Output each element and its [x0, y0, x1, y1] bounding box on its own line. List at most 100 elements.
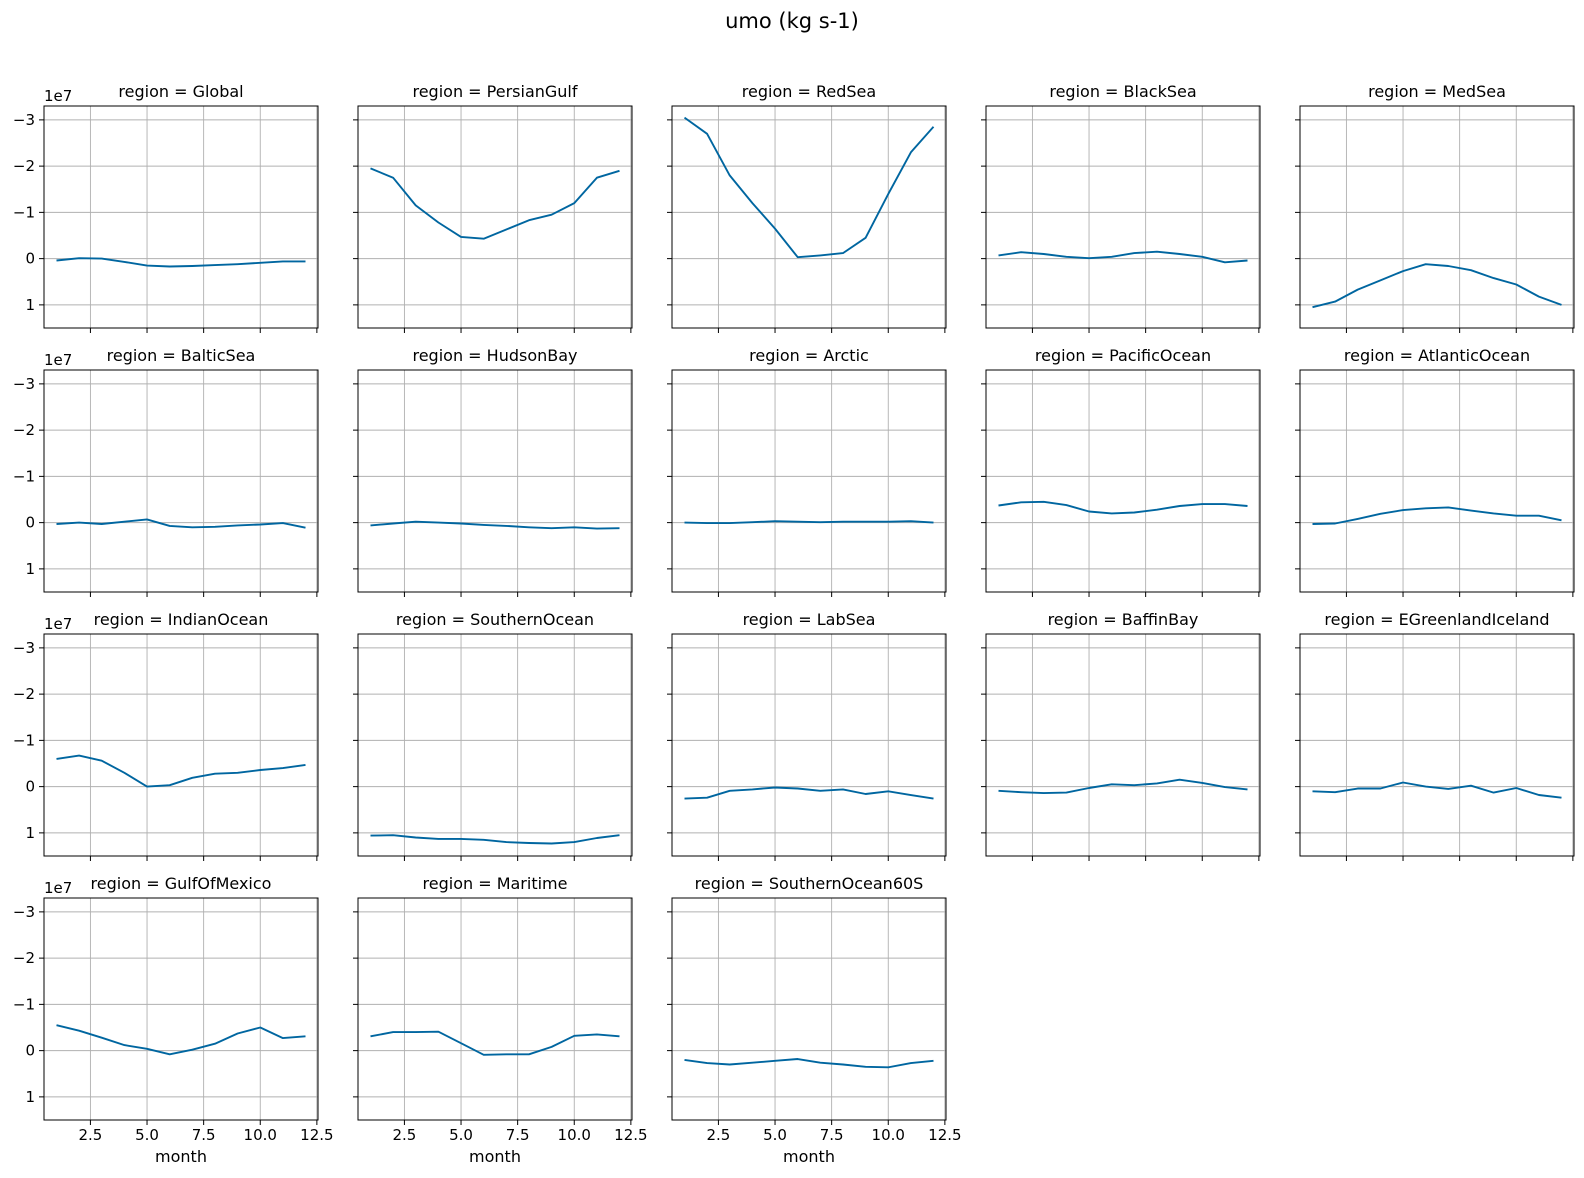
panel: region = HudsonBay	[353, 346, 633, 597]
panel: region = PacificOcean	[981, 346, 1261, 597]
panel-title: region = MedSea	[1368, 82, 1506, 101]
axes-frame	[1299, 633, 1575, 857]
axes-frame	[985, 633, 1261, 857]
series-line	[56, 754, 306, 788]
axes-frame	[1299, 369, 1575, 593]
series-line	[683, 116, 935, 259]
y-tick-label: −3	[13, 639, 35, 657]
scale-offset-label: 1e7	[44, 87, 72, 105]
panel: region = PersianGulf	[353, 82, 633, 333]
scale-offset-label: 1e7	[44, 879, 72, 897]
panel-title: region = BaffinBay	[1048, 610, 1199, 629]
y-tick-label: 1	[25, 296, 35, 314]
y-tick-label: 0	[25, 778, 35, 796]
panel: 2.5 5.0 7.5 10.0 12.5 month region = Maritime	[353, 874, 648, 1166]
y-tick-label: −2	[13, 157, 35, 175]
series-line	[1312, 263, 1562, 309]
panel: 2.5 5.0 7.5 10.0 12.5 month region = SouthernO…	[667, 874, 962, 1166]
series-line	[56, 257, 306, 268]
panel: region = Arctic	[667, 346, 947, 597]
panel-title: region = Global	[118, 82, 243, 101]
panel: region = LabSea	[667, 610, 947, 861]
y-tick-label: 1	[25, 1088, 35, 1106]
scale-offset-label: 1e7	[44, 351, 72, 369]
x-tick-label: 5.0	[135, 1126, 159, 1144]
panel: region = BlackSea	[981, 82, 1261, 333]
y-tick-label: 0	[25, 514, 35, 532]
y-tick-label: −2	[13, 421, 35, 439]
y-tick-label: −3	[13, 111, 35, 129]
series-line	[998, 250, 1248, 264]
axes-frame	[43, 105, 319, 329]
axes-frame	[671, 369, 947, 593]
series-line	[1312, 506, 1562, 525]
x-axis-label: month	[783, 1147, 835, 1166]
series-line	[684, 1058, 934, 1069]
panel: region = SouthernOcean	[353, 610, 633, 861]
x-tick-label: 12.5	[300, 1126, 333, 1144]
panel-title: region = IndianOcean	[94, 610, 269, 629]
axes-frame	[357, 897, 633, 1121]
x-tick-label: 10.0	[872, 1126, 905, 1144]
y-tick-label: 0	[25, 250, 35, 268]
x-tick-label: 12.5	[928, 1126, 961, 1144]
panel: region = RedSea	[667, 82, 947, 333]
panel-title: region = PersianGulf	[412, 82, 577, 101]
series-line	[684, 786, 934, 800]
x-tick-label: 7.5	[506, 1126, 530, 1144]
panel-grid: −3 −2 −1 0 1 1e7 region = Global region = Persi…	[13, 82, 1575, 1166]
x-tick-label: 7.5	[820, 1126, 844, 1144]
axes-frame	[985, 369, 1261, 593]
panel-title: region = EGreenlandIceland	[1324, 610, 1549, 629]
y-tick-label: −1	[13, 467, 35, 485]
panel-title: region = Maritime	[423, 874, 568, 893]
panel-title: region = BalticSea	[107, 346, 256, 365]
panel: region = BaffinBay	[981, 610, 1261, 861]
x-tick-label: 2.5	[392, 1126, 416, 1144]
series-line	[56, 1024, 306, 1056]
y-tick-label: 1	[25, 824, 35, 842]
axes-frame	[985, 105, 1261, 329]
series-line	[370, 167, 620, 240]
x-tick-label: 2.5	[78, 1126, 102, 1144]
y-tick-label: −3	[13, 375, 35, 393]
axes-frame	[1299, 105, 1575, 329]
panel: −3 −2 −1 0 1 1e7 region = Global	[13, 82, 319, 333]
panel-title: region = PacificOcean	[1035, 346, 1211, 365]
series-line	[684, 520, 934, 525]
series-line	[998, 500, 1248, 515]
figure-title: umo (kg s-1)	[725, 9, 859, 33]
axes-frame	[671, 897, 947, 1121]
panel-title: region = BlackSea	[1049, 82, 1196, 101]
x-tick-label: 7.5	[192, 1126, 216, 1144]
y-tick-label: −1	[13, 731, 35, 749]
series-line	[1312, 781, 1562, 799]
series-line	[998, 778, 1248, 795]
axes-frame	[43, 897, 319, 1121]
y-tick-label: −2	[13, 685, 35, 703]
panel: −3 −2 −1 0 1 1e7 region = IndianOcean	[13, 610, 319, 861]
x-tick-label: 10.0	[244, 1126, 277, 1144]
x-tick-label: 2.5	[706, 1126, 730, 1144]
y-tick-label: −1	[13, 203, 35, 221]
axes-frame	[357, 633, 633, 857]
x-tick-label: 10.0	[558, 1126, 591, 1144]
x-tick-label: 12.5	[614, 1126, 647, 1144]
y-tick-label: 0	[25, 1042, 35, 1060]
axes-frame	[357, 105, 633, 329]
panel-title: region = AtlanticOcean	[1344, 346, 1530, 365]
panel: region = AtlanticOcean	[1295, 346, 1575, 597]
axes-frame	[671, 633, 947, 857]
axes-frame	[671, 105, 947, 329]
series-line	[370, 1030, 620, 1056]
x-axis-label: month	[469, 1147, 521, 1166]
y-tick-label: 1	[25, 560, 35, 578]
axes-frame	[43, 369, 319, 593]
panel-title: region = RedSea	[742, 82, 876, 101]
panel: region = EGreenlandIceland	[1295, 610, 1575, 861]
panel-title: region = Arctic	[749, 346, 869, 365]
scale-offset-label: 1e7	[44, 615, 72, 633]
panel: region = MedSea	[1295, 82, 1575, 333]
